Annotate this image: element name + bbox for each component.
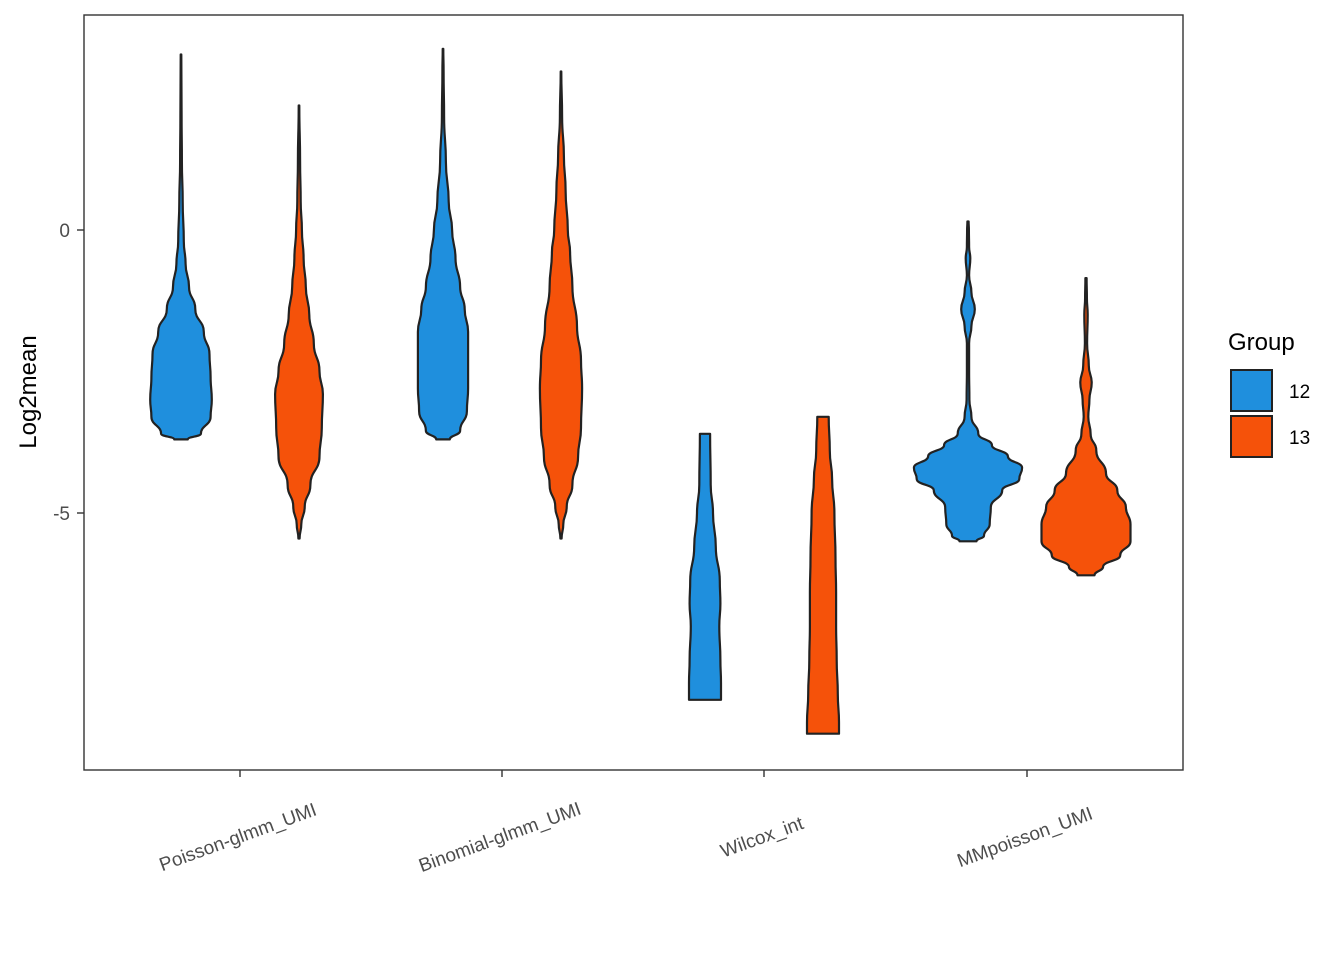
y-axis-title: Log2mean <box>15 335 42 448</box>
x-tick-label: Binomial-glmm_UMI <box>416 799 584 877</box>
legend-key-13 <box>1230 415 1273 458</box>
violin-binomial-glmm-umi-group-13 <box>538 70 584 540</box>
violin-wilcox-int-group-13 <box>805 415 841 735</box>
x-tick-label: Wilcox_int <box>718 813 807 863</box>
violin-mmpoisson-umi-group-13 <box>1040 277 1132 577</box>
y-axis: 0 -5 <box>53 221 84 525</box>
legend-label-12: 12 <box>1289 382 1310 403</box>
x-tick-label: Poisson-glmm_UMI <box>157 800 320 876</box>
x-axis: Poisson-glmm_UMI Binomial-glmm_UMI Wilcox_… <box>157 770 1096 877</box>
violin-binomial-glmm-umi-group-12 <box>416 47 470 441</box>
legend: Group 12 13 <box>1228 329 1310 458</box>
legend-title: Group <box>1228 329 1295 356</box>
legend-label-13: 13 <box>1289 428 1310 449</box>
y-tick-label: -5 <box>53 504 70 525</box>
violin-poisson-glmm-umi-group-13 <box>274 104 324 540</box>
legend-key-12 <box>1230 369 1273 412</box>
violin-wilcox-int-group-12 <box>687 432 723 701</box>
violin-poisson-glmm-umi-group-12 <box>149 53 213 441</box>
violins-layer <box>149 47 1132 735</box>
x-tick-label: MMpoisson_UMI <box>955 804 1096 872</box>
violin-mmpoisson-umi-group-12 <box>912 220 1024 543</box>
panel-border <box>83 14 1184 771</box>
y-tick-label: 0 <box>59 221 70 242</box>
